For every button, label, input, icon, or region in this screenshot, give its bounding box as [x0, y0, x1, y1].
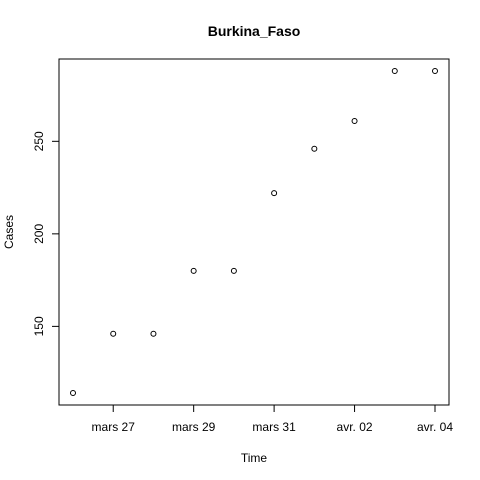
y-axis-label: Cases [2, 215, 16, 249]
x-tick-label: mars 27 [92, 420, 136, 434]
data-point [110, 330, 117, 337]
data-point [70, 390, 76, 396]
plot-frame [58, 58, 450, 406]
x-axis: mars 27 mars 29 mars 31 avr. 02 avr. 04 [92, 404, 453, 434]
y-tick-label: 200 [32, 224, 46, 244]
x-axis-label: Time [241, 451, 268, 465]
data-point [311, 145, 318, 152]
y-tick-label: 250 [32, 131, 46, 151]
data-point [150, 330, 157, 337]
x-tick-label: avr. 02 [337, 420, 373, 434]
data-point [351, 117, 358, 124]
x-tick-label: mars 29 [172, 420, 216, 434]
x-tick-label: avr. 04 [417, 420, 453, 434]
chart-title: Burkina_Faso [208, 23, 301, 39]
data-points [70, 68, 438, 396]
data-point [230, 267, 237, 274]
data-point [190, 267, 197, 274]
data-point [271, 190, 278, 197]
x-tick-label: mars 31 [252, 420, 296, 434]
data-point [432, 68, 438, 74]
data-point [391, 68, 398, 74]
y-axis: 150 200 250 [32, 131, 60, 336]
y-tick-label: 150 [32, 316, 46, 336]
